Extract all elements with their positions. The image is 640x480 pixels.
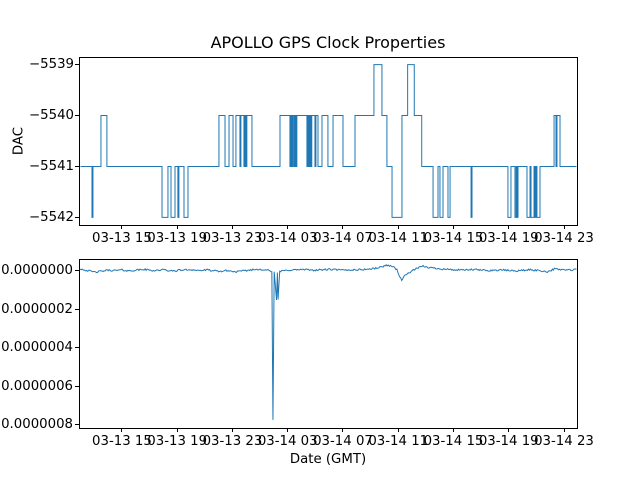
y-tick-mark bbox=[75, 216, 79, 218]
x-tick-mark bbox=[287, 428, 289, 432]
x-tick-label: 03-14 11 bbox=[368, 231, 429, 246]
y-tick-label: −5541 bbox=[29, 158, 74, 174]
chart-title: APOLLO GPS Clock Properties bbox=[210, 33, 446, 52]
y-tick-mark bbox=[75, 165, 79, 167]
y-tick-label: 0.0000000 bbox=[1, 263, 73, 279]
axes-frame bbox=[79, 57, 578, 226]
x-tick-mark bbox=[287, 225, 289, 229]
y-tick-mark bbox=[75, 385, 79, 387]
x-tick-label: 03-13 23 bbox=[202, 434, 263, 449]
y-tick-label: −5542 bbox=[29, 209, 74, 225]
y-tick-label: 0.0000008 bbox=[1, 417, 73, 433]
axes-frame bbox=[79, 259, 578, 429]
x-tick-mark bbox=[453, 428, 454, 432]
clock-offset-line bbox=[79, 264, 577, 420]
top-y-axis-label: DAC bbox=[11, 126, 27, 156]
y-tick-label: −5539 bbox=[29, 57, 74, 73]
dac-step-line bbox=[80, 64, 577, 218]
x-tick-label: 03-14 23 bbox=[534, 231, 594, 246]
x-tick-mark bbox=[563, 428, 565, 432]
y-tick-mark bbox=[75, 424, 79, 426]
x-tick-mark bbox=[342, 428, 344, 432]
x-tick-label: 03-14 07 bbox=[313, 434, 373, 449]
x-tick-mark bbox=[563, 225, 565, 229]
top-plot-area bbox=[79, 57, 578, 226]
x-axis-label: Date (GMT) bbox=[289, 452, 367, 467]
x-tick-mark bbox=[231, 225, 233, 229]
x-tick-mark bbox=[508, 428, 510, 432]
x-tick-mark bbox=[121, 225, 123, 229]
x-tick-label: 03-13 23 bbox=[202, 231, 263, 246]
y-tick-mark bbox=[75, 347, 79, 349]
x-tick-label: 03-14 19 bbox=[478, 231, 539, 246]
x-tick-mark bbox=[453, 225, 454, 229]
x-tick-label: 03-14 07 bbox=[313, 231, 373, 246]
x-tick-mark bbox=[342, 225, 344, 229]
y-tick-mark bbox=[75, 270, 79, 272]
x-tick-label: 03-14 15 bbox=[423, 231, 484, 246]
x-tick-label: 03-13 19 bbox=[147, 434, 208, 449]
bottom-plot-area bbox=[79, 259, 578, 429]
x-tick-mark bbox=[176, 225, 178, 229]
y-tick-label: 0.0000006 bbox=[1, 378, 73, 394]
x-tick-label: 03-14 23 bbox=[534, 434, 594, 449]
x-tick-label: 03-13 15 bbox=[92, 231, 152, 246]
x-tick-label: 03-14 19 bbox=[478, 434, 539, 449]
x-tick-mark bbox=[397, 428, 399, 432]
x-tick-label: 03-13 15 bbox=[92, 434, 152, 449]
y-tick-label: 0.0000004 bbox=[1, 340, 73, 356]
x-tick-label: 03-14 03 bbox=[257, 434, 318, 449]
x-tick-mark bbox=[176, 428, 178, 432]
x-tick-label: 03-14 15 bbox=[423, 434, 484, 449]
x-tick-label: 03-13 19 bbox=[147, 231, 208, 246]
y-tick-mark bbox=[75, 115, 79, 117]
y-tick-mark bbox=[75, 64, 79, 66]
x-tick-mark bbox=[121, 428, 123, 432]
x-tick-mark bbox=[397, 225, 399, 229]
y-tick-mark bbox=[75, 308, 79, 310]
x-tick-label: 03-14 03 bbox=[257, 231, 318, 246]
y-tick-label: 0.0000002 bbox=[1, 301, 73, 317]
x-tick-mark bbox=[508, 225, 510, 229]
x-tick-mark bbox=[231, 428, 233, 432]
x-tick-label: 03-14 11 bbox=[368, 434, 429, 449]
y-tick-label: −5540 bbox=[29, 108, 74, 124]
